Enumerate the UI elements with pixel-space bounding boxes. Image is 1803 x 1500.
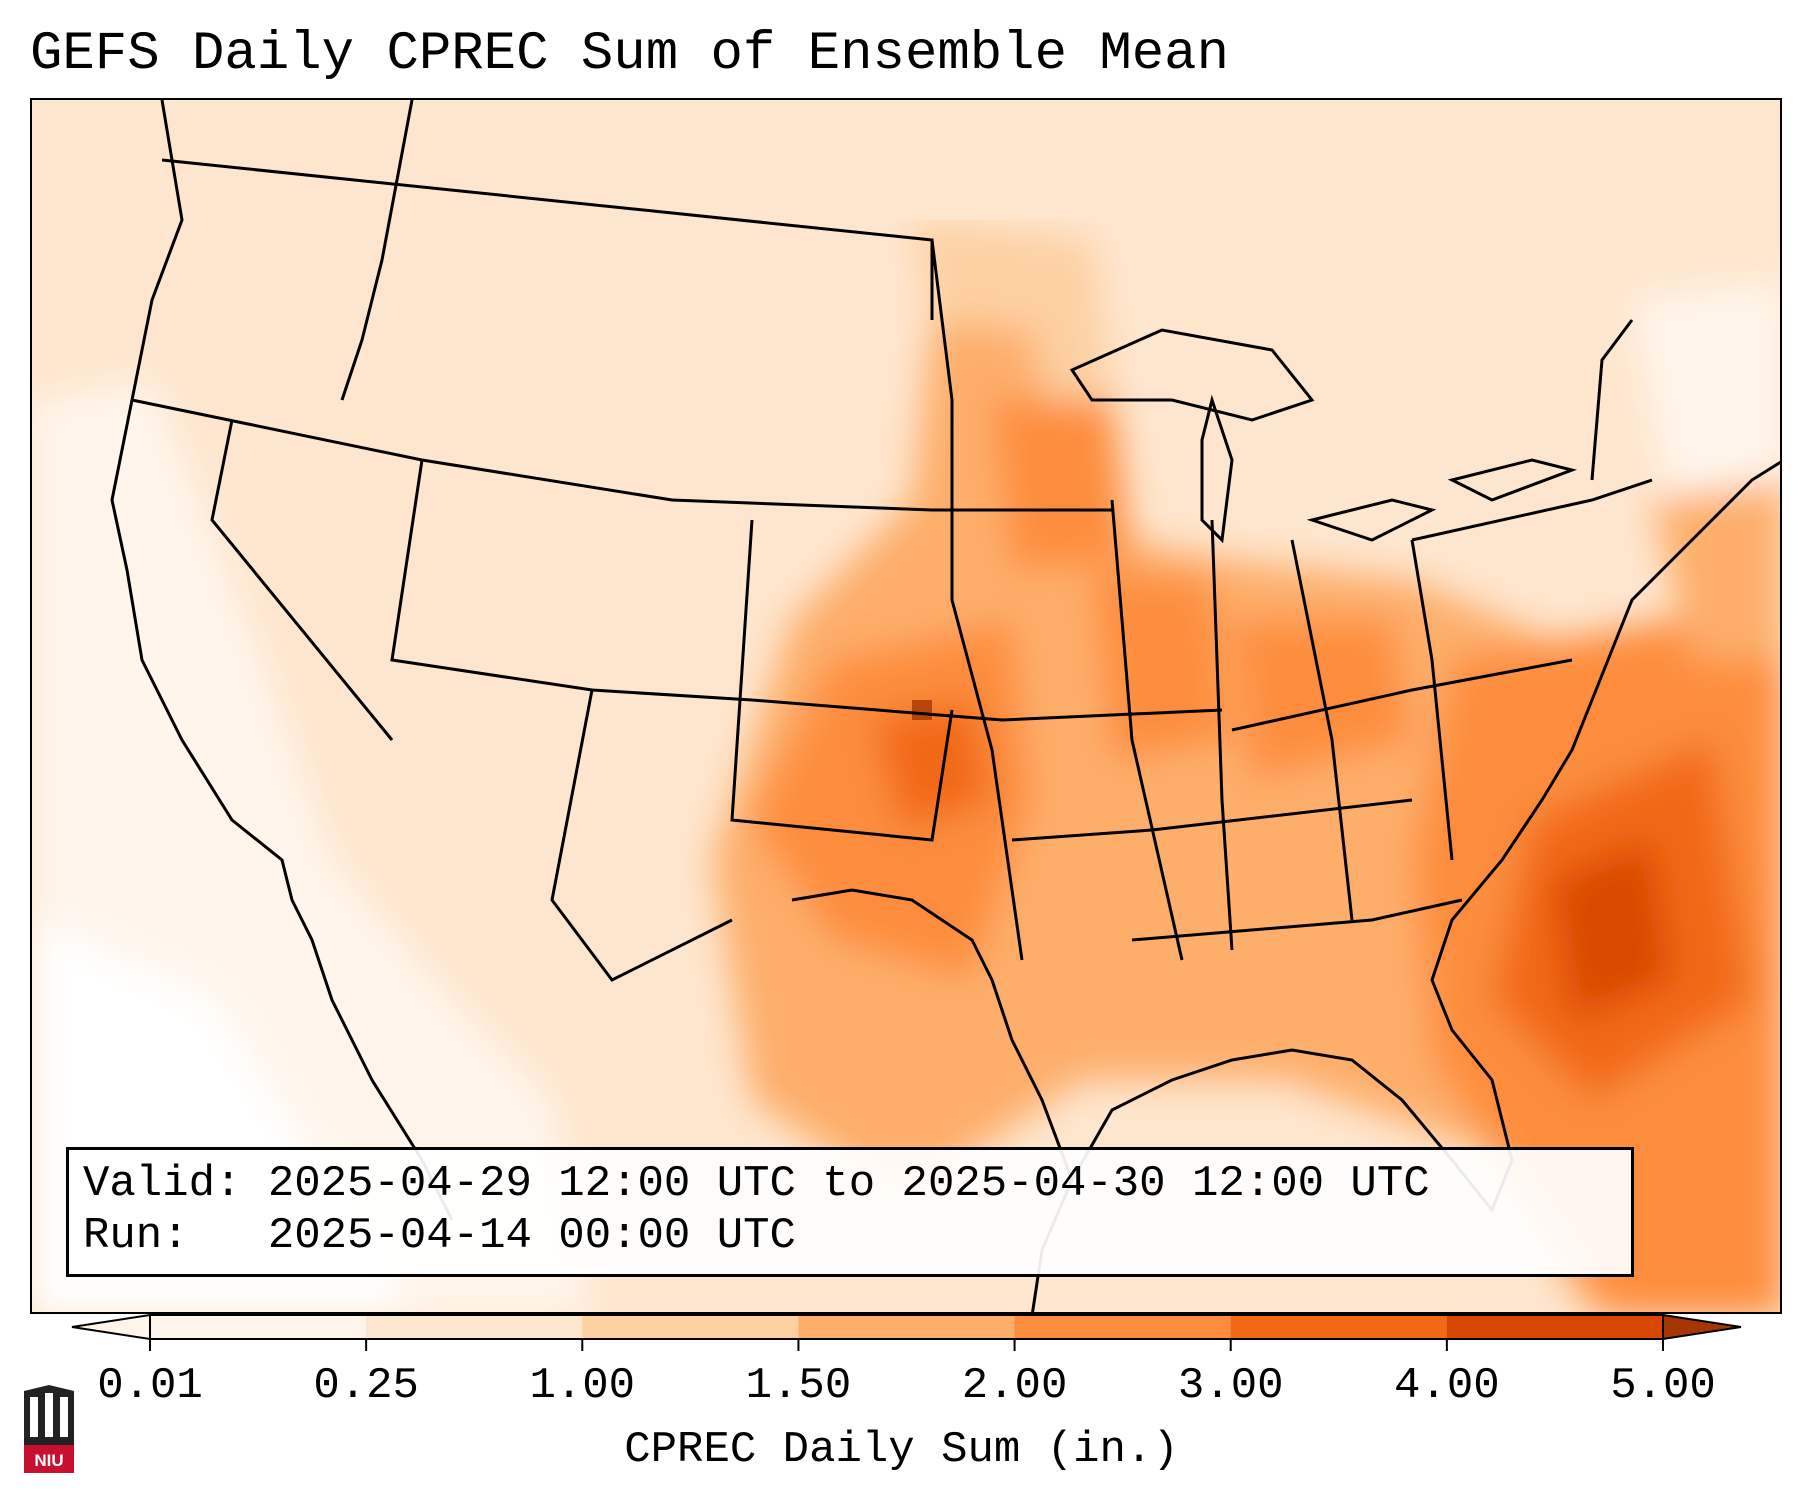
colorbar-segment bbox=[366, 1315, 583, 1339]
run-label: Run: bbox=[83, 1211, 189, 1261]
colorbar-tick-label: 2.00 bbox=[961, 1361, 1068, 1411]
colorbar-tick-label: 5.00 bbox=[1610, 1361, 1716, 1411]
precipitation-map bbox=[32, 100, 1780, 1312]
colorbar-extend-high bbox=[1662, 1313, 1742, 1341]
state-borders bbox=[131, 100, 1653, 982]
colorbar-tick-label: 4.00 bbox=[1394, 1361, 1500, 1411]
run-row: Run: 2025-04-14 00:00 UTC bbox=[83, 1210, 1617, 1262]
colorbar bbox=[71, 1313, 1742, 1351]
colorbar-tick-label: 0.25 bbox=[313, 1361, 419, 1411]
colorbar-segment bbox=[150, 1315, 367, 1339]
valid-row: Valid: 2025-04-29 12:00 UTC to 2025-04-3… bbox=[83, 1158, 1617, 1210]
colorbar-tick-label: 1.00 bbox=[529, 1361, 636, 1411]
colorbar-label: CPREC Daily Sum (in.) bbox=[624, 1425, 1179, 1475]
colorbar-segment bbox=[1230, 1315, 1448, 1339]
page-title: GEFS Daily CPREC Sum of Ensemble Mean bbox=[30, 24, 1229, 85]
colorbar-segment bbox=[582, 1315, 799, 1339]
niu-logo: NIU bbox=[24, 1385, 74, 1473]
svg-text:NIU: NIU bbox=[34, 1451, 63, 1470]
colorbar-tick-label: 3.00 bbox=[1177, 1361, 1284, 1411]
valid-label: Valid: bbox=[83, 1159, 242, 1209]
great-lakes bbox=[1069, 328, 1578, 544]
colorbar-segment bbox=[798, 1315, 1016, 1339]
colorbar-segment bbox=[1446, 1315, 1664, 1339]
colorbar-tick-label: 0.01 bbox=[97, 1361, 203, 1411]
coastlines bbox=[110, 100, 1780, 1312]
valid-value: 2025-04-29 12:00 UTC to 2025-04-30 12:00… bbox=[267, 1159, 1430, 1209]
colorbar-tick-label: 1.50 bbox=[745, 1361, 852, 1411]
colorbar-extend-low bbox=[71, 1313, 151, 1341]
validity-info-box: Valid: 2025-04-29 12:00 UTC to 2025-04-3… bbox=[66, 1147, 1634, 1277]
run-value: 2025-04-14 00:00 UTC bbox=[267, 1211, 796, 1261]
colorbar-outline bbox=[149, 1314, 1664, 1340]
colorbar-segment bbox=[1014, 1315, 1232, 1339]
map-panel bbox=[30, 98, 1782, 1314]
